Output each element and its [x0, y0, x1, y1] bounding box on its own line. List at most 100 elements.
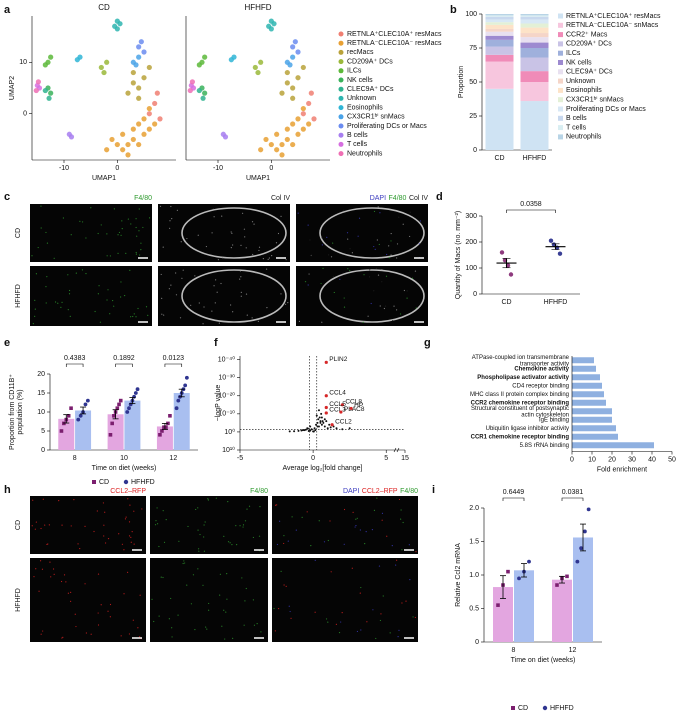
- speck: [398, 629, 400, 632]
- speck: [48, 524, 50, 526]
- speck: [118, 231, 121, 234]
- point: [317, 418, 320, 421]
- micrograph: [150, 558, 268, 642]
- point: [112, 414, 116, 418]
- micrograph: [150, 496, 268, 554]
- point: [279, 152, 285, 158]
- speck: [386, 535, 388, 537]
- speck: [373, 245, 375, 248]
- point: [284, 126, 290, 132]
- x-tick-label: 8: [512, 647, 516, 654]
- panel-letter: c: [4, 191, 10, 203]
- point: [268, 141, 274, 148]
- speck: [379, 619, 382, 622]
- speck: [327, 539, 329, 542]
- channel-label: Col IV: [271, 195, 290, 202]
- point: [125, 90, 131, 96]
- bar-segment: [520, 71, 549, 82]
- speck: [32, 499, 34, 501]
- speck: [207, 499, 210, 501]
- speck: [130, 223, 132, 225]
- point: [295, 75, 301, 81]
- speck: [70, 525, 72, 527]
- speck: [103, 524, 105, 526]
- speck: [190, 603, 193, 605]
- speck: [360, 629, 362, 631]
- speck: [393, 305, 395, 307]
- speck: [306, 511, 308, 513]
- speck: [257, 320, 259, 323]
- category-label: MHC class II protein complex binding: [470, 392, 569, 398]
- point: [306, 427, 309, 430]
- tissue-outline: [319, 207, 425, 259]
- point: [258, 59, 264, 65]
- point: [196, 87, 202, 94]
- speck: [388, 256, 391, 259]
- x-tick-label: 10: [120, 455, 128, 462]
- row-label: HFHFD: [15, 284, 22, 308]
- speck: [379, 305, 381, 307]
- gene-label: CCL3: [329, 407, 346, 414]
- point: [176, 398, 181, 403]
- point: [319, 421, 322, 424]
- speck: [288, 605, 290, 607]
- speck: [135, 218, 137, 220]
- bar: [514, 570, 534, 642]
- y-tick-label: 0: [473, 291, 477, 298]
- point: [115, 406, 120, 410]
- speck: [131, 531, 133, 533]
- speck: [34, 528, 36, 530]
- speck: [94, 310, 96, 313]
- micrograph: [296, 266, 428, 326]
- legend-label: CD209A⁺ DCs: [347, 58, 393, 65]
- speck: [31, 525, 33, 527]
- speck: [98, 285, 100, 287]
- legend-label: NK cells: [566, 59, 592, 66]
- x-tick-label: 8: [73, 455, 77, 462]
- speck: [113, 208, 115, 210]
- speck: [208, 609, 210, 611]
- bar: [572, 391, 604, 398]
- speck: [117, 252, 119, 255]
- point: [320, 412, 323, 415]
- y-tick-label: 75: [469, 45, 477, 52]
- legend-label: T cells: [347, 141, 368, 148]
- speck: [310, 255, 312, 257]
- speck: [225, 611, 227, 613]
- speck: [390, 240, 392, 242]
- speck: [223, 609, 225, 611]
- bar-segment: [520, 27, 549, 34]
- y-tick-label: 10⁻⁴⁰: [218, 355, 235, 363]
- speck: [412, 616, 414, 618]
- speck: [284, 303, 287, 305]
- speck: [285, 585, 287, 588]
- bar: [572, 433, 618, 440]
- speck: [120, 296, 122, 298]
- speck: [231, 544, 233, 546]
- legend-label: Neutrophils: [347, 150, 383, 157]
- speck: [139, 254, 141, 256]
- channel-label: Col IV: [409, 195, 428, 202]
- speck: [203, 524, 205, 526]
- speck: [127, 498, 129, 500]
- point: [290, 44, 296, 50]
- speck: [343, 209, 345, 211]
- x-tick-label: 12: [569, 647, 577, 654]
- speck: [242, 526, 244, 528]
- y-tick-label: 25: [469, 113, 477, 120]
- point: [290, 95, 296, 101]
- speck: [175, 272, 177, 274]
- speck: [161, 313, 163, 315]
- speck: [169, 220, 171, 222]
- micrograph: [30, 496, 146, 554]
- speck: [194, 275, 196, 277]
- speck: [321, 237, 323, 239]
- point: [323, 418, 326, 421]
- speck: [386, 253, 388, 256]
- speck: [377, 206, 379, 208]
- p-value: 0.0123: [163, 355, 185, 362]
- point: [104, 59, 110, 65]
- point: [152, 100, 158, 107]
- bar: [572, 416, 612, 423]
- legend-label: ILCs: [347, 68, 362, 75]
